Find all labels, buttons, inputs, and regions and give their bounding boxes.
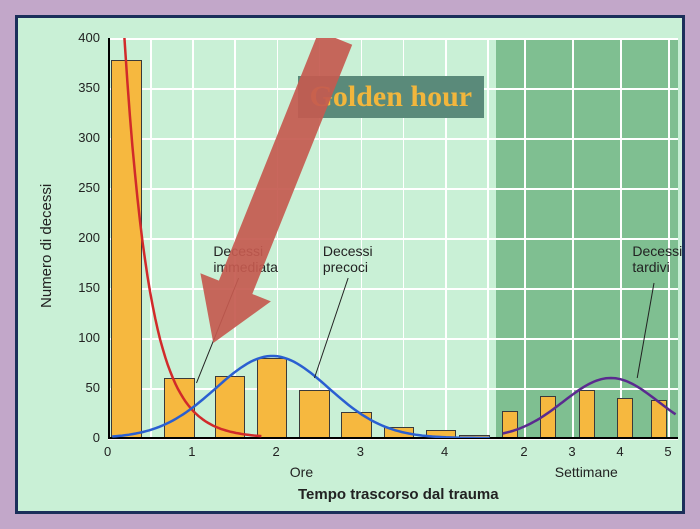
xtick-label: 3: [568, 444, 575, 459]
curve-late: [503, 378, 676, 434]
xtick-label: 2: [273, 444, 280, 459]
ytick-label: 350: [66, 80, 100, 95]
ytick-label: 100: [66, 330, 100, 345]
y-axis-label: Numero di decessi: [38, 184, 55, 308]
xtick-label: 5: [664, 444, 671, 459]
ytick-label: 150: [66, 280, 100, 295]
xtick-label: 3: [357, 444, 364, 459]
xtick-label: 4: [441, 444, 448, 459]
xtick-label: 4: [616, 444, 623, 459]
xtick-label: 0: [104, 444, 111, 459]
plot-area: [108, 38, 678, 438]
x-sublabel-hours: Ore: [290, 464, 313, 480]
callout-line: [314, 278, 348, 378]
ytick-label: 200: [66, 230, 100, 245]
x-axis-label: Tempo trascorso dal trauma: [298, 486, 499, 503]
chart-frame: 050100150200250300350400012342345Golden …: [15, 15, 685, 514]
chart-svg: [108, 38, 678, 438]
ytick-label: 250: [66, 180, 100, 195]
ytick-label: 50: [66, 380, 100, 395]
ytick-label: 300: [66, 130, 100, 145]
callout-line: [637, 283, 654, 378]
ytick-label: 400: [66, 30, 100, 45]
golden-hour-arrow: [200, 38, 352, 343]
xtick-label: 2: [520, 444, 527, 459]
x-sublabel-weeks: Settimane: [555, 464, 618, 480]
xtick-label: 1: [188, 444, 195, 459]
ytick-label: 0: [66, 430, 100, 445]
